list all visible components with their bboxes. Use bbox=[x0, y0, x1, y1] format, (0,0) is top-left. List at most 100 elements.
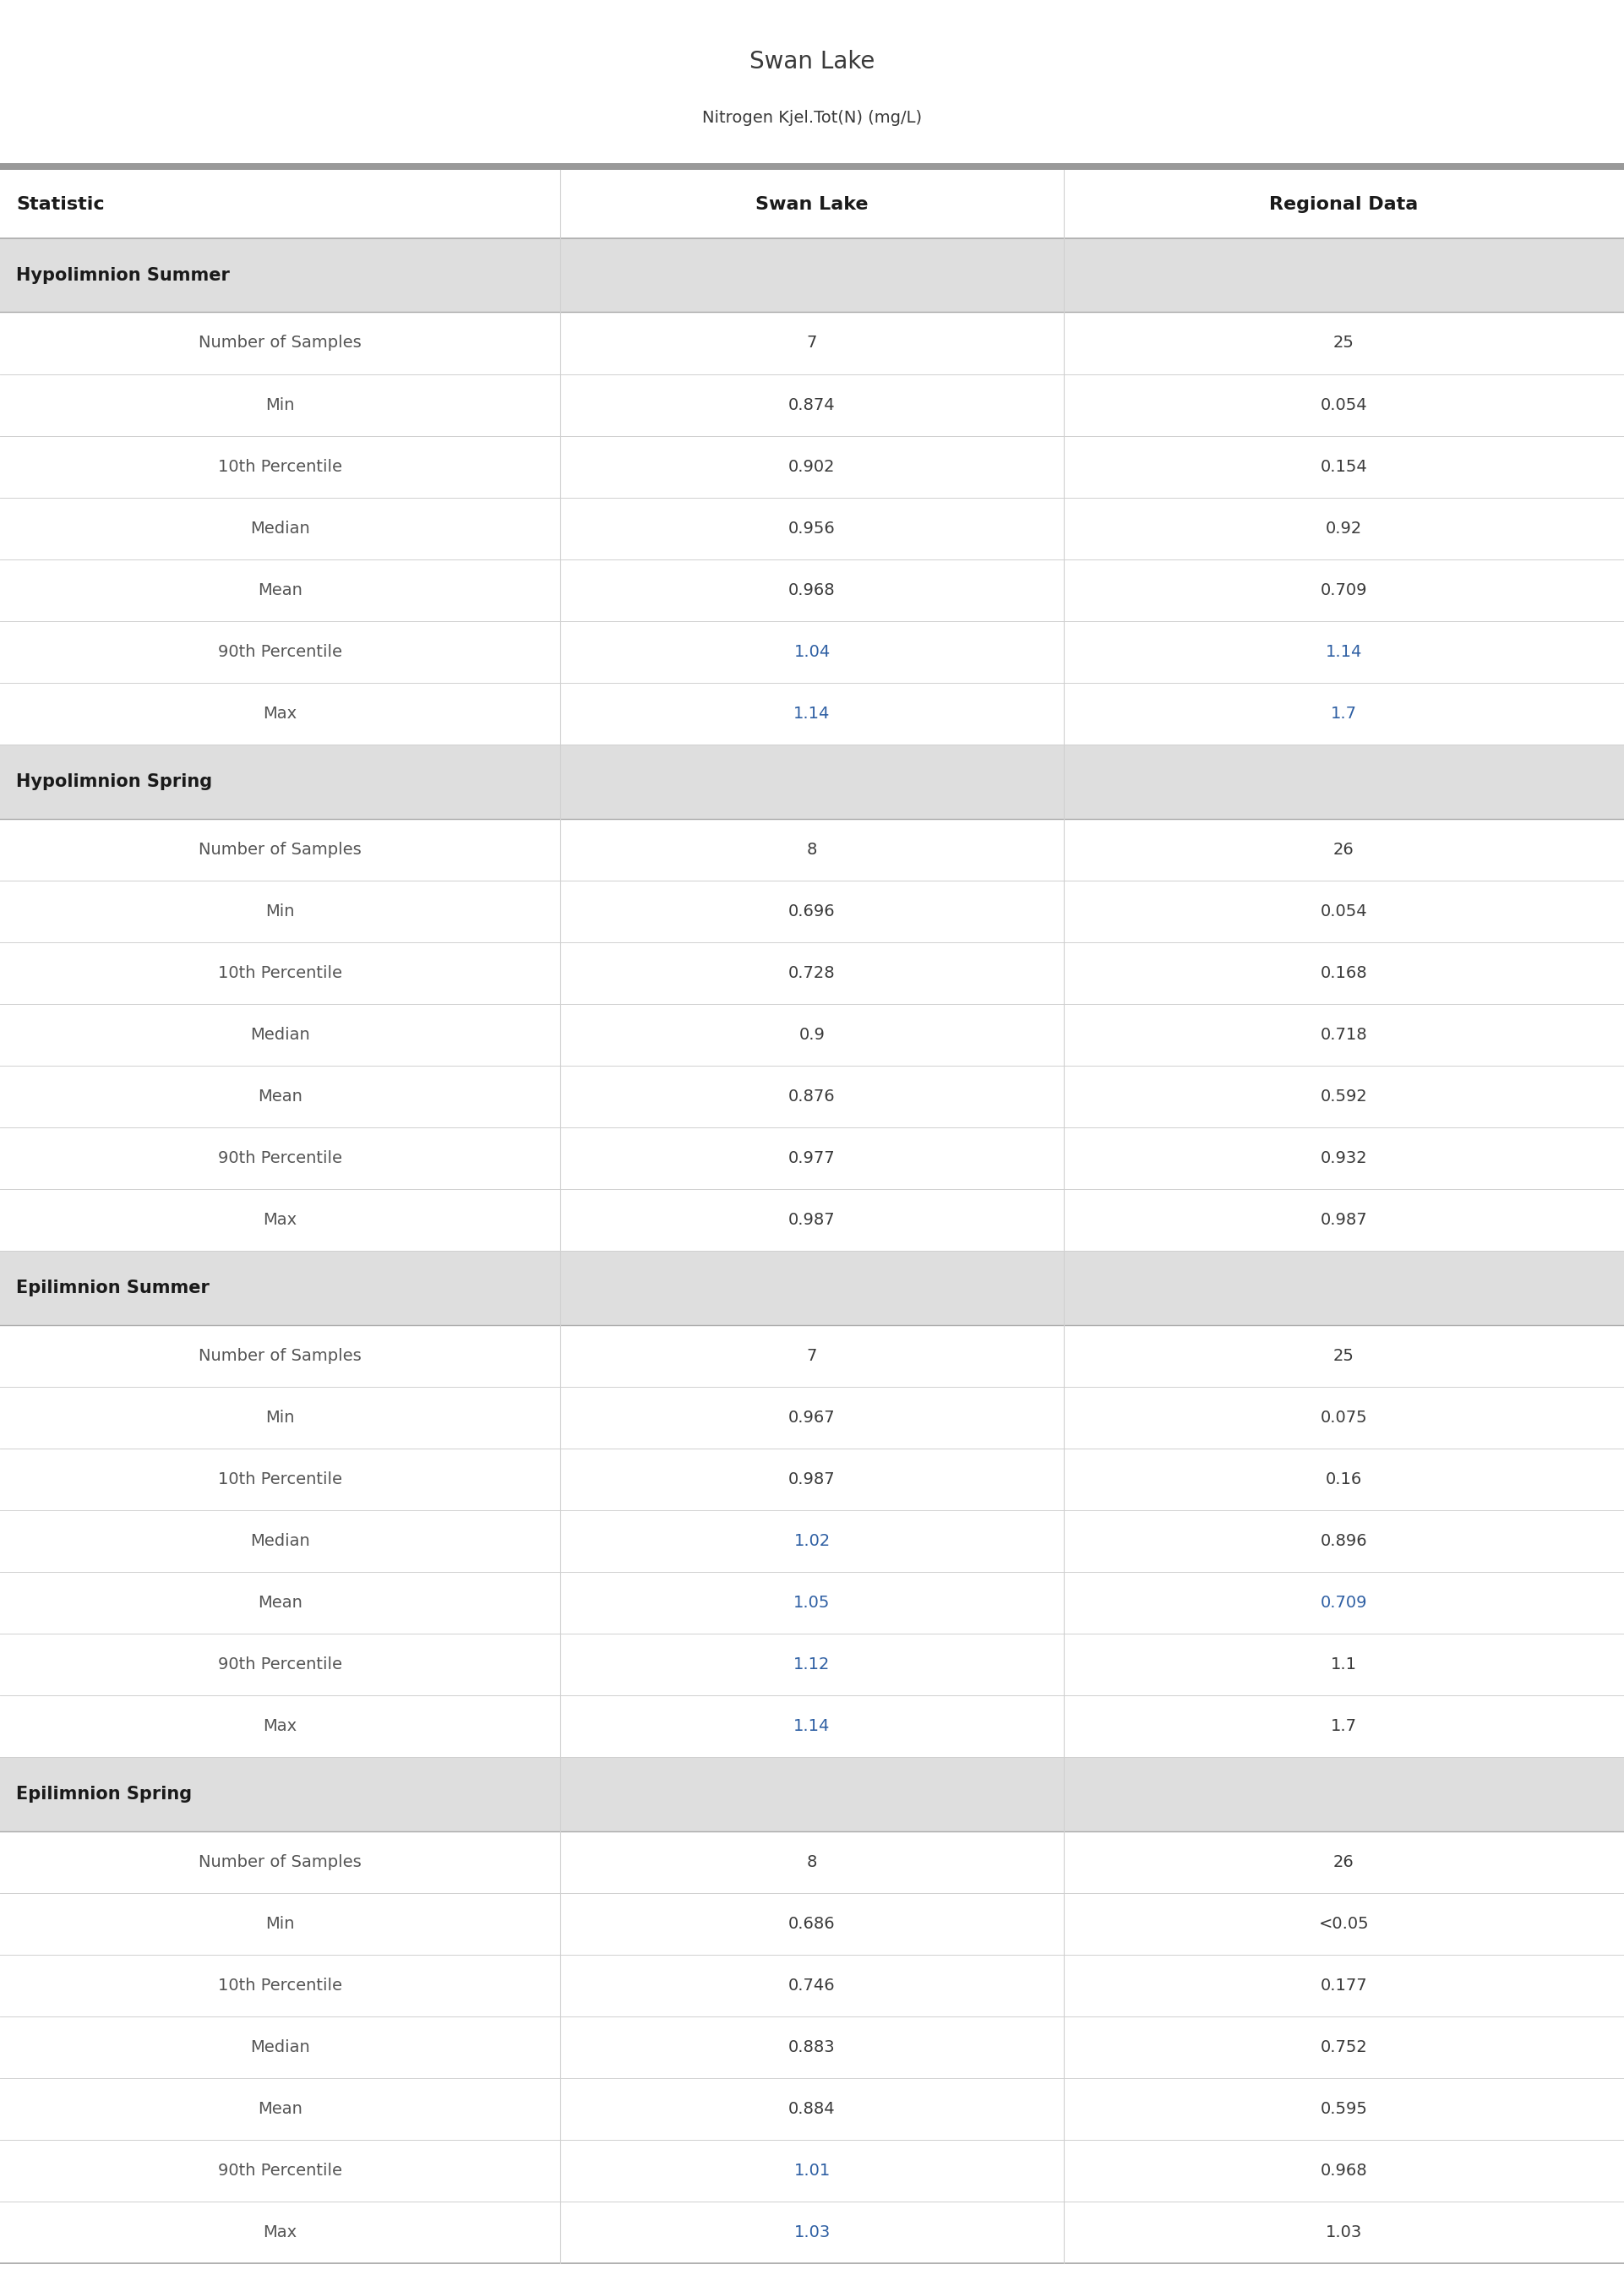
Bar bbox=[0, 942, 1624, 1003]
Text: 10th Percentile: 10th Percentile bbox=[218, 965, 343, 981]
Bar bbox=[0, 238, 1624, 313]
Text: 1.01: 1.01 bbox=[794, 2163, 830, 2179]
Text: 0.968: 0.968 bbox=[1320, 2163, 1367, 2179]
Text: Median: Median bbox=[250, 520, 310, 536]
Text: Max: Max bbox=[263, 706, 297, 722]
Text: 0.054: 0.054 bbox=[1320, 903, 1367, 919]
Text: Min: Min bbox=[266, 1410, 294, 1426]
Text: Mean: Mean bbox=[258, 581, 302, 597]
Bar bbox=[0, 375, 1624, 436]
Text: Median: Median bbox=[250, 1532, 310, 1548]
Text: 26: 26 bbox=[1333, 1855, 1354, 1870]
Text: 0.92: 0.92 bbox=[1325, 520, 1363, 536]
Text: Max: Max bbox=[263, 2225, 297, 2240]
Text: 0.16: 0.16 bbox=[1325, 1471, 1363, 1487]
Bar bbox=[0, 1326, 1624, 1387]
Text: 1.02: 1.02 bbox=[794, 1532, 830, 1548]
Text: Epilimnion Summer: Epilimnion Summer bbox=[16, 1280, 209, 1296]
Text: 0.967: 0.967 bbox=[789, 1410, 835, 1426]
Bar bbox=[0, 819, 1624, 881]
Text: Mean: Mean bbox=[258, 1594, 302, 1612]
Text: Min: Min bbox=[266, 1916, 294, 1932]
Bar bbox=[0, 1510, 1624, 1571]
Text: 0.968: 0.968 bbox=[789, 581, 835, 597]
Text: Swan Lake: Swan Lake bbox=[755, 195, 869, 213]
Bar bbox=[0, 313, 1624, 375]
Text: 0.075: 0.075 bbox=[1320, 1410, 1367, 1426]
Text: 8: 8 bbox=[807, 1855, 817, 1870]
Text: 0.718: 0.718 bbox=[1320, 1026, 1367, 1042]
Bar bbox=[0, 1128, 1624, 1189]
Text: 1.7: 1.7 bbox=[1330, 706, 1358, 722]
Text: Median: Median bbox=[250, 2038, 310, 2054]
Text: 25: 25 bbox=[1333, 1348, 1354, 1364]
Text: Number of Samples: Number of Samples bbox=[198, 1855, 362, 1870]
Bar bbox=[0, 1065, 1624, 1128]
Bar bbox=[0, 2202, 1624, 2263]
Text: Mean: Mean bbox=[258, 1087, 302, 1105]
Text: 0.956: 0.956 bbox=[788, 520, 836, 536]
Text: Max: Max bbox=[263, 1718, 297, 1734]
Text: 1.14: 1.14 bbox=[794, 1718, 830, 1734]
Text: 26: 26 bbox=[1333, 842, 1354, 858]
Text: Hypolimnion Summer: Hypolimnion Summer bbox=[16, 268, 231, 284]
Bar bbox=[0, 1832, 1624, 1893]
Text: 90th Percentile: 90th Percentile bbox=[218, 1151, 343, 1167]
Text: 0.9: 0.9 bbox=[799, 1026, 825, 1042]
Text: <0.05: <0.05 bbox=[1319, 1916, 1369, 1932]
Text: 0.874: 0.874 bbox=[789, 397, 835, 413]
Text: 0.154: 0.154 bbox=[1320, 459, 1367, 474]
Bar bbox=[0, 1251, 1624, 1326]
Text: 1.05: 1.05 bbox=[794, 1594, 830, 1612]
Text: 10th Percentile: 10th Percentile bbox=[218, 1471, 343, 1487]
Text: 0.876: 0.876 bbox=[789, 1087, 835, 1105]
Text: Statistic: Statistic bbox=[16, 195, 104, 213]
Text: Hypolimnion Spring: Hypolimnion Spring bbox=[16, 774, 213, 790]
Text: 0.932: 0.932 bbox=[1320, 1151, 1367, 1167]
Text: 0.987: 0.987 bbox=[789, 1212, 835, 1228]
Bar bbox=[0, 2141, 1624, 2202]
Bar bbox=[0, 745, 1624, 819]
Text: 0.696: 0.696 bbox=[789, 903, 835, 919]
Bar bbox=[0, 1387, 1624, 1448]
Text: 25: 25 bbox=[1333, 336, 1354, 352]
Bar bbox=[0, 1893, 1624, 1954]
Bar bbox=[0, 622, 1624, 683]
Text: 0.592: 0.592 bbox=[1320, 1087, 1367, 1105]
Text: Mean: Mean bbox=[258, 2100, 302, 2118]
Text: 7: 7 bbox=[807, 336, 817, 352]
Text: 0.168: 0.168 bbox=[1320, 965, 1367, 981]
Text: 0.709: 0.709 bbox=[1320, 1594, 1367, 1612]
Text: Epilimnion Spring: Epilimnion Spring bbox=[16, 1786, 192, 1802]
Text: Min: Min bbox=[266, 903, 294, 919]
Text: 1.1: 1.1 bbox=[1330, 1657, 1358, 1673]
Bar bbox=[0, 163, 1624, 170]
Bar bbox=[0, 1189, 1624, 1251]
Text: 0.977: 0.977 bbox=[789, 1151, 835, 1167]
Text: Number of Samples: Number of Samples bbox=[198, 842, 362, 858]
Text: 90th Percentile: 90th Percentile bbox=[218, 1657, 343, 1673]
Text: 10th Percentile: 10th Percentile bbox=[218, 459, 343, 474]
Text: 1.7: 1.7 bbox=[1330, 1718, 1358, 1734]
Text: 0.884: 0.884 bbox=[789, 2100, 835, 2118]
Bar bbox=[0, 881, 1624, 942]
Bar bbox=[0, 1003, 1624, 1065]
Text: 8: 8 bbox=[807, 842, 817, 858]
Text: 90th Percentile: 90th Percentile bbox=[218, 645, 343, 661]
Text: 0.709: 0.709 bbox=[1320, 581, 1367, 597]
Text: 0.595: 0.595 bbox=[1320, 2100, 1367, 2118]
Text: Number of Samples: Number of Samples bbox=[198, 1348, 362, 1364]
Text: Min: Min bbox=[266, 397, 294, 413]
Text: 0.686: 0.686 bbox=[789, 1916, 835, 1932]
Bar bbox=[0, 1954, 1624, 2016]
Bar bbox=[0, 1696, 1624, 1757]
Text: 0.902: 0.902 bbox=[789, 459, 835, 474]
Bar bbox=[0, 1757, 1624, 1832]
Text: 0.746: 0.746 bbox=[789, 1977, 835, 1993]
Text: 10th Percentile: 10th Percentile bbox=[218, 1977, 343, 1993]
Bar bbox=[0, 436, 1624, 497]
Bar bbox=[0, 2016, 1624, 2077]
Text: 1.04: 1.04 bbox=[794, 645, 830, 661]
Text: 0.054: 0.054 bbox=[1320, 397, 1367, 413]
Bar bbox=[0, 558, 1624, 622]
